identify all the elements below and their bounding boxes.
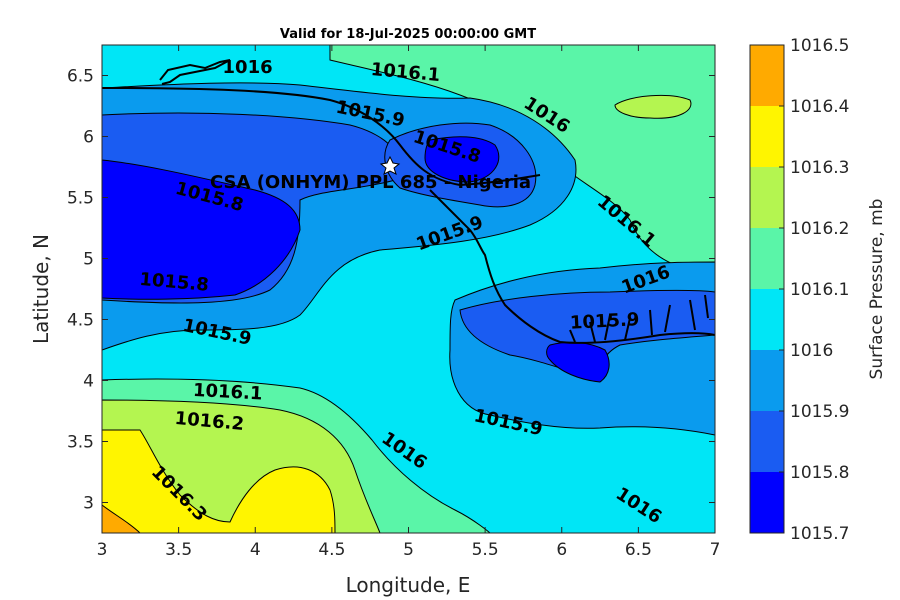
fill-1015.8-south [459,290,715,381]
fill-1016.4-corner [102,504,141,533]
contour-label: 1016.1 [192,380,262,405]
x-tick-label: 6.5 [625,540,652,560]
y-tick-label: 3.5 [67,433,94,453]
x-tick-label: 3.5 [165,540,192,560]
y-tick-label: 4.5 [67,311,94,331]
coastline-lagoon [159,59,231,85]
colorbar-tick-label: 1015.7 [790,524,849,544]
colorbar-tick-label: 1016.5 [790,36,849,56]
colorbar-tick-label: 1016.4 [790,97,849,117]
colorbar-segment [750,350,784,411]
y-tick-label: 6 [83,128,94,148]
coastline-north [102,87,541,187]
fill-1015.7-south [546,341,610,383]
colorbar-segment [750,45,784,106]
fill-1015.7-west [102,159,301,300]
x-tick-label: 4 [250,540,261,560]
x-axis: 3 3.5 4 4.5 5 5.5 6 6.5 7 [97,45,721,560]
fill-1016.2-patch [614,95,692,119]
x-tick-label: 3 [97,540,108,560]
y-tick-label: 5.5 [67,189,94,209]
colorbar: 1015.7 1015.8 1015.9 1016 1016.1 1016.2 1016.3… [749,36,849,544]
contour-fills [102,45,715,533]
site-label: CSA (ONHYM) PPL 685 - Nigeria [210,172,531,193]
contour-label: 1015.9 [569,309,639,334]
y-tick-label: 3 [83,494,94,514]
colorbar-label: Surface Pressure, mb [867,199,887,380]
coastline [102,59,715,344]
y-tick-label: 5 [83,250,94,270]
colorbar-tick-label: 1015.8 [790,463,849,483]
x-axis-label: Longitude, E [346,573,471,597]
coastline-delta [429,189,715,344]
colorbar-segment [750,411,784,472]
x-tick-label: 7 [710,540,721,560]
x-tick-label: 4.5 [318,540,345,560]
x-tick-label: 6 [556,540,567,560]
colorbar-segment [750,228,784,289]
site-star-icon [379,155,401,175]
fill-1015.7-north [424,136,500,183]
colorbar-segment [750,289,784,350]
y-tick-label: 6.5 [67,67,94,87]
y-axis: 3 3.5 4 4.5 5 5.5 6 6.5 [67,67,715,514]
colorbar-segment [750,106,784,167]
colorbar-segment [750,472,784,533]
colorbar-segment [750,167,784,228]
colorbar-tick-label: 1016.3 [790,158,849,178]
chart-title: Valid for 18-Jul-2025 00:00:00 GMT [280,27,536,42]
y-tick-label: 4 [83,372,94,392]
x-tick-label: 5 [403,540,414,560]
colorbar-tick-label: 1016 [790,341,833,361]
colorbar-tick-label: 1016.1 [790,280,849,300]
x-tick-label: 5.5 [472,540,499,560]
colorbar-tick-label: 1016.2 [790,219,849,239]
y-axis-label: Latitude, N [29,234,53,344]
colorbar-tick-label: 1015.9 [790,402,849,422]
contour-label: 1016 [223,57,273,78]
coastline-creeks [569,294,709,343]
fill-1016.3 [102,429,336,533]
